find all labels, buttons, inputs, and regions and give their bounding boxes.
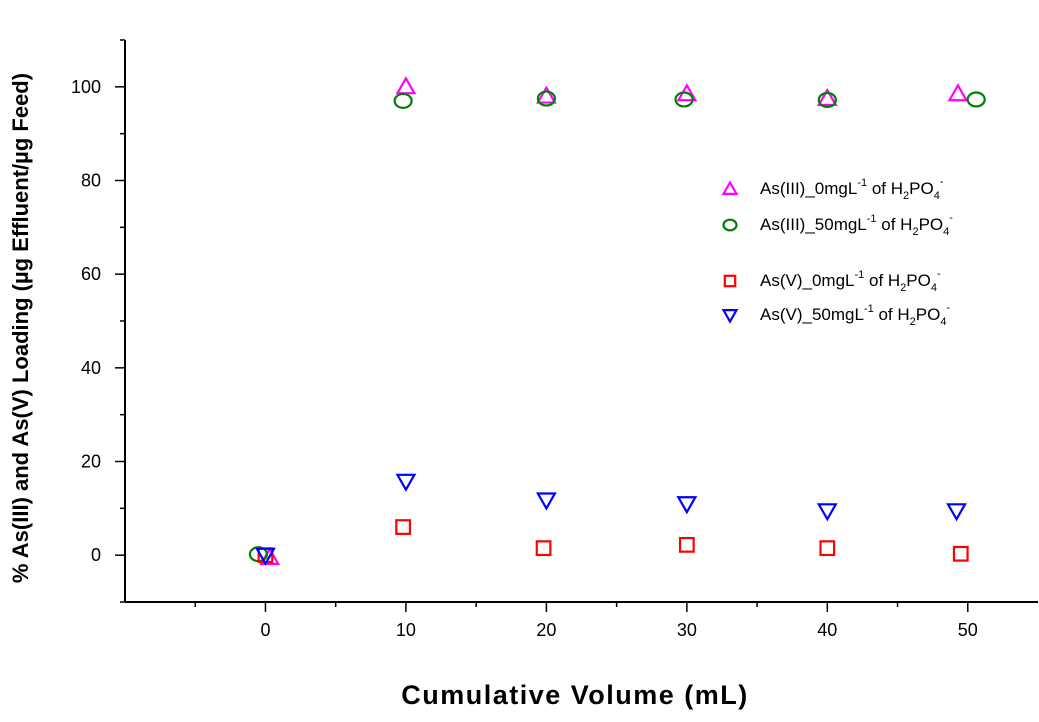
data-point [816,503,838,522]
data-point [678,536,695,553]
y-tick-label: 80 [81,171,101,191]
data-point [816,87,838,107]
legend-text-part: 4 [940,316,946,328]
legend-label: As(V)_50mgL-1 of H2PO4- [760,302,950,328]
legend-marker [721,180,739,195]
legend-text-part: 4 [931,282,937,294]
data-markers [248,76,986,566]
data-point [536,90,556,107]
x-tick-label: 30 [677,620,697,640]
legend-label: As(V)_0mgL-1 of H2PO4- [760,268,941,294]
data-point [535,540,552,557]
legend-text-part: PO [906,271,931,290]
y-tick-label: 100 [71,77,101,97]
legend-entry: As(III)_0mgL-1 of H2PO4- [721,176,944,202]
y-tick-label: 20 [81,452,101,472]
data-point [535,85,557,104]
data-point [947,83,969,102]
y-tick-label: 40 [81,358,101,378]
x-tick-label: 40 [817,620,837,640]
y-axis-title: % As(III) and As(V) Loading (µg Effluent… [8,73,33,583]
legend-text-part: 2 [900,282,906,294]
legend-text-part: - [946,302,950,314]
y-tick-label: 60 [81,264,101,284]
legend-text-part: As(III)_0mgL [760,179,857,198]
legend-text-part: - [940,176,944,188]
series-2 [257,519,969,564]
legend-text-part: 2 [903,190,909,202]
data-point [393,92,413,109]
legend-text-part: As(V)_50mgL [760,305,864,324]
legend-entry: As(V)_50mgL-1 of H2PO4- [721,302,950,328]
legend-text-part: of H [877,215,913,234]
legend-text-part: PO [916,305,941,324]
legend-text-part: of H [874,305,910,324]
data-point [966,91,986,108]
data-point [535,492,557,511]
legend-text-part: 4 [934,190,940,202]
legend-entry: As(III)_50mgL-1 of H2PO4- [722,212,953,238]
legend: As(III)_0mgL-1 of H2PO4-As(III)_50mgL-1 … [721,176,953,328]
legend-text-part: -1 [864,303,874,315]
legend-text-part: of H [864,271,900,290]
legend-text-part: As(III)_50mgL [760,215,867,234]
data-point [395,519,412,535]
legend-text-part: PO [909,179,934,198]
series-3 [255,473,967,566]
data-point [817,91,837,109]
legend-text-part: PO [919,215,944,234]
legend-text-part: -1 [854,269,864,281]
x-axis-title: Cumulative Volume (mL) [401,680,749,710]
legend-entry: As(V)_0mgL-1 of H2PO4- [723,268,941,294]
x-ticks: 0 10 20 30 40 50 [194,602,978,640]
series-1 [248,90,986,563]
data-point [395,76,417,95]
legend-text-part: As(V)_0mgL [760,271,854,290]
legend-text-part: 2 [910,316,916,328]
data-point [676,496,698,515]
data-point [819,540,836,557]
data-point [395,473,417,492]
data-point [674,91,694,108]
legend-marker [722,218,738,232]
legend-marker [721,309,739,324]
data-point [952,545,969,562]
legend-text-part: -1 [867,213,877,225]
x-tick-label: 20 [536,620,556,640]
legend-text-part: -1 [857,177,867,189]
x-tick-label: 50 [958,620,978,640]
legend-text-part: of H [867,179,903,198]
legend-text-part: - [937,268,941,280]
data-point [946,503,967,522]
data-point [255,547,276,566]
x-tick-label: 10 [396,620,416,640]
y-ticks: 0 20 40 60 80 100 [71,39,125,603]
legend-text-part: 4 [943,226,949,238]
legend-text-part: 2 [912,226,918,238]
legend-text-part: - [949,212,953,224]
y-tick-label: 0 [91,545,101,565]
legend-label: As(III)_50mgL-1 of H2PO4- [760,212,953,238]
legend-label: As(III)_0mgL-1 of H2PO4- [760,176,944,202]
x-tick-label: 0 [260,620,270,640]
legend-marker [723,274,737,288]
